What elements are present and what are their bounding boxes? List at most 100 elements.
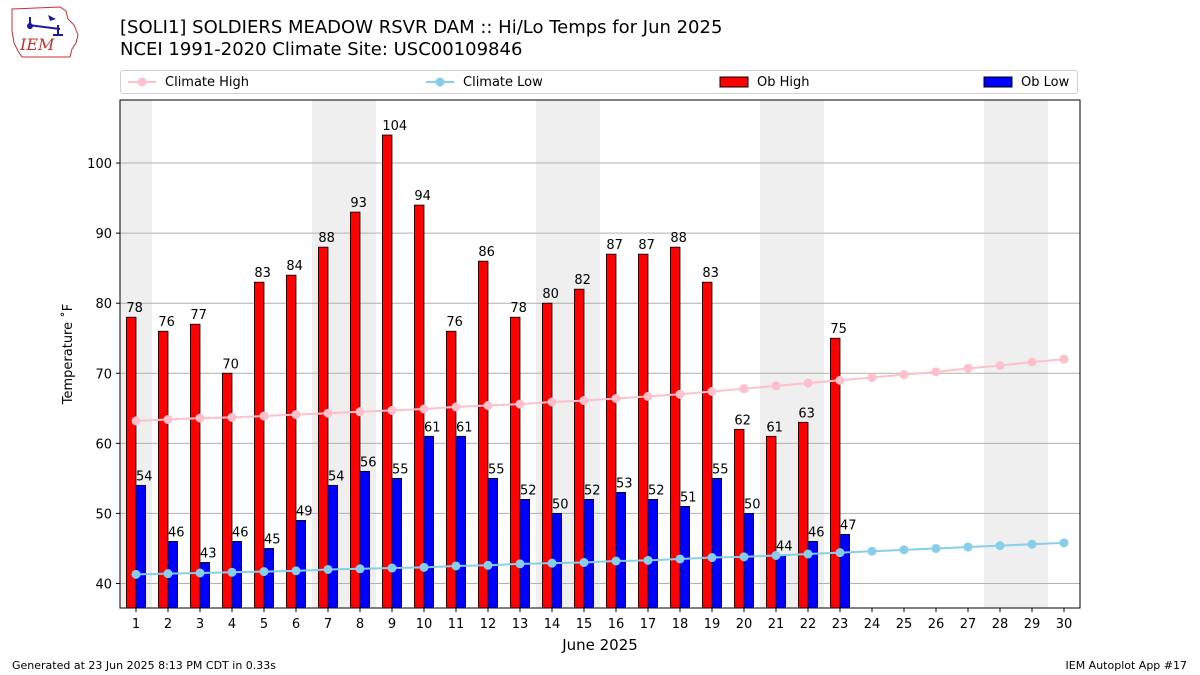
climate-high-line: [135, 358, 1065, 422]
climate-low-point: [1027, 539, 1037, 549]
climate-low-point: [931, 543, 941, 553]
ob-high-label: 84: [286, 259, 303, 274]
ob-low-bar: [775, 555, 787, 609]
climate-low-point: [355, 564, 365, 574]
ob-high-label: 62: [734, 413, 751, 428]
plot-frame: [119, 99, 1081, 609]
ob-high-bar: [734, 428, 745, 609]
ob-high-bar: [253, 281, 265, 609]
legend-swatch-climate-high: [128, 77, 156, 87]
ob-low-bar: [615, 491, 627, 609]
climate-low-point: [131, 569, 141, 579]
x-tick-label: 5: [260, 617, 268, 632]
ob-low-label: 55: [488, 462, 505, 477]
x-tick-label: 25: [896, 617, 913, 632]
ob-low-bar: [327, 484, 339, 609]
x-tick-label: 27: [960, 617, 977, 632]
climate-low-point: [643, 555, 653, 565]
climate-high-point: [355, 407, 365, 417]
x-tick-label: 12: [480, 617, 497, 632]
ob-high-label: 88: [318, 231, 335, 246]
ob-high-label: 83: [702, 266, 719, 281]
x-tick-label: 13: [512, 617, 529, 632]
x-tick-label: 9: [388, 617, 396, 632]
ob-low-bar: [455, 435, 467, 609]
climate-high-point: [995, 361, 1005, 371]
ob-low-label: 61: [456, 420, 473, 435]
ob-low-label: 49: [296, 504, 313, 519]
weekend-band: [1016, 100, 1048, 608]
legend-item-climate-high: Climate High: [127, 71, 249, 93]
ob-high-label: 75: [830, 322, 847, 337]
ob-low-label: 53: [616, 476, 633, 491]
climate-high-point: [867, 372, 877, 382]
x-tick-label: 11: [448, 617, 465, 632]
climate-high-point: [387, 405, 397, 415]
ob-high-label: 80: [542, 287, 559, 302]
legend-swatch-ob-high: [719, 76, 749, 88]
climate-high-point: [579, 396, 589, 406]
climate-low-point: [611, 556, 621, 566]
climate-high-point: [771, 381, 781, 391]
ob-low-label: 46: [808, 525, 825, 540]
legend-label-climate-high: Climate High: [165, 74, 250, 90]
ob-low-bar: [135, 484, 147, 609]
iem-logo: IEM: [11, 6, 79, 58]
ob-low-bar: [519, 498, 531, 609]
climate-low-point: [835, 548, 845, 558]
climate-high-point: [1027, 357, 1037, 367]
climate-low-point: [195, 568, 205, 578]
chart-title: [SOLI1] SOLDIERS MEADOW RSVR DAM :: Hi/L…: [120, 17, 723, 38]
ob-low-label: 52: [648, 483, 665, 498]
y-tick-label: 100: [87, 157, 112, 172]
climate-low-point: [227, 567, 237, 577]
climate-high-point: [931, 367, 941, 377]
legend-swatch-ob-low: [983, 76, 1013, 88]
ob-high-label: 88: [670, 231, 687, 246]
x-tick-label: 14: [544, 617, 561, 632]
logo-text: IEM: [19, 35, 55, 54]
legend-label-climate-low: Climate Low: [463, 74, 543, 90]
bars: [126, 134, 851, 609]
ob-high-label: 70: [222, 357, 239, 372]
ob-low-label: 51: [680, 490, 697, 505]
ob-low-bar: [295, 520, 307, 609]
climate-high-point: [707, 386, 717, 396]
ob-high-bar: [157, 330, 169, 609]
climate-low-point: [803, 549, 813, 559]
ob-low-bar: [647, 498, 659, 609]
climate-high-point: [515, 399, 525, 409]
ob-low-label: 44: [776, 539, 793, 554]
x-tick-label: 22: [800, 617, 817, 632]
legend-item-ob-high: Ob High: [719, 71, 810, 93]
ob-low-bar: [583, 498, 595, 609]
x-tick-label: 24: [864, 617, 881, 632]
x-tick-label: 8: [356, 617, 364, 632]
x-tick-label: 17: [640, 617, 657, 632]
y-tick-label: 90: [95, 227, 112, 242]
x-tick-label: 3: [196, 617, 204, 632]
ob-low-bar: [359, 470, 371, 609]
y-axis-label: Temperature ˚F: [60, 304, 76, 405]
ob-low-bar: [423, 435, 435, 609]
ob-low-label: 52: [584, 483, 601, 498]
x-axis-label: June 2025: [561, 636, 638, 654]
ob-high-label: 82: [574, 273, 591, 288]
ob-high-bar: [477, 260, 489, 609]
ob-low-label: 46: [168, 525, 185, 540]
ob-high-bar: [126, 316, 137, 609]
legend-item-ob-low: Ob Low: [983, 71, 1069, 93]
climate-high-point: [451, 402, 461, 412]
weekend-band: [984, 100, 1016, 608]
ob-high-label: 78: [510, 301, 527, 316]
climate-low-point: [771, 550, 781, 560]
ob-high-label: 104: [382, 119, 407, 134]
y-tick-label: 70: [95, 367, 112, 382]
grid-lines: [120, 162, 1080, 584]
ob-high-bar: [189, 323, 201, 609]
climate-low-point: [707, 553, 717, 563]
ob-low-bar: [263, 548, 275, 609]
climate-low-point: [579, 557, 589, 567]
